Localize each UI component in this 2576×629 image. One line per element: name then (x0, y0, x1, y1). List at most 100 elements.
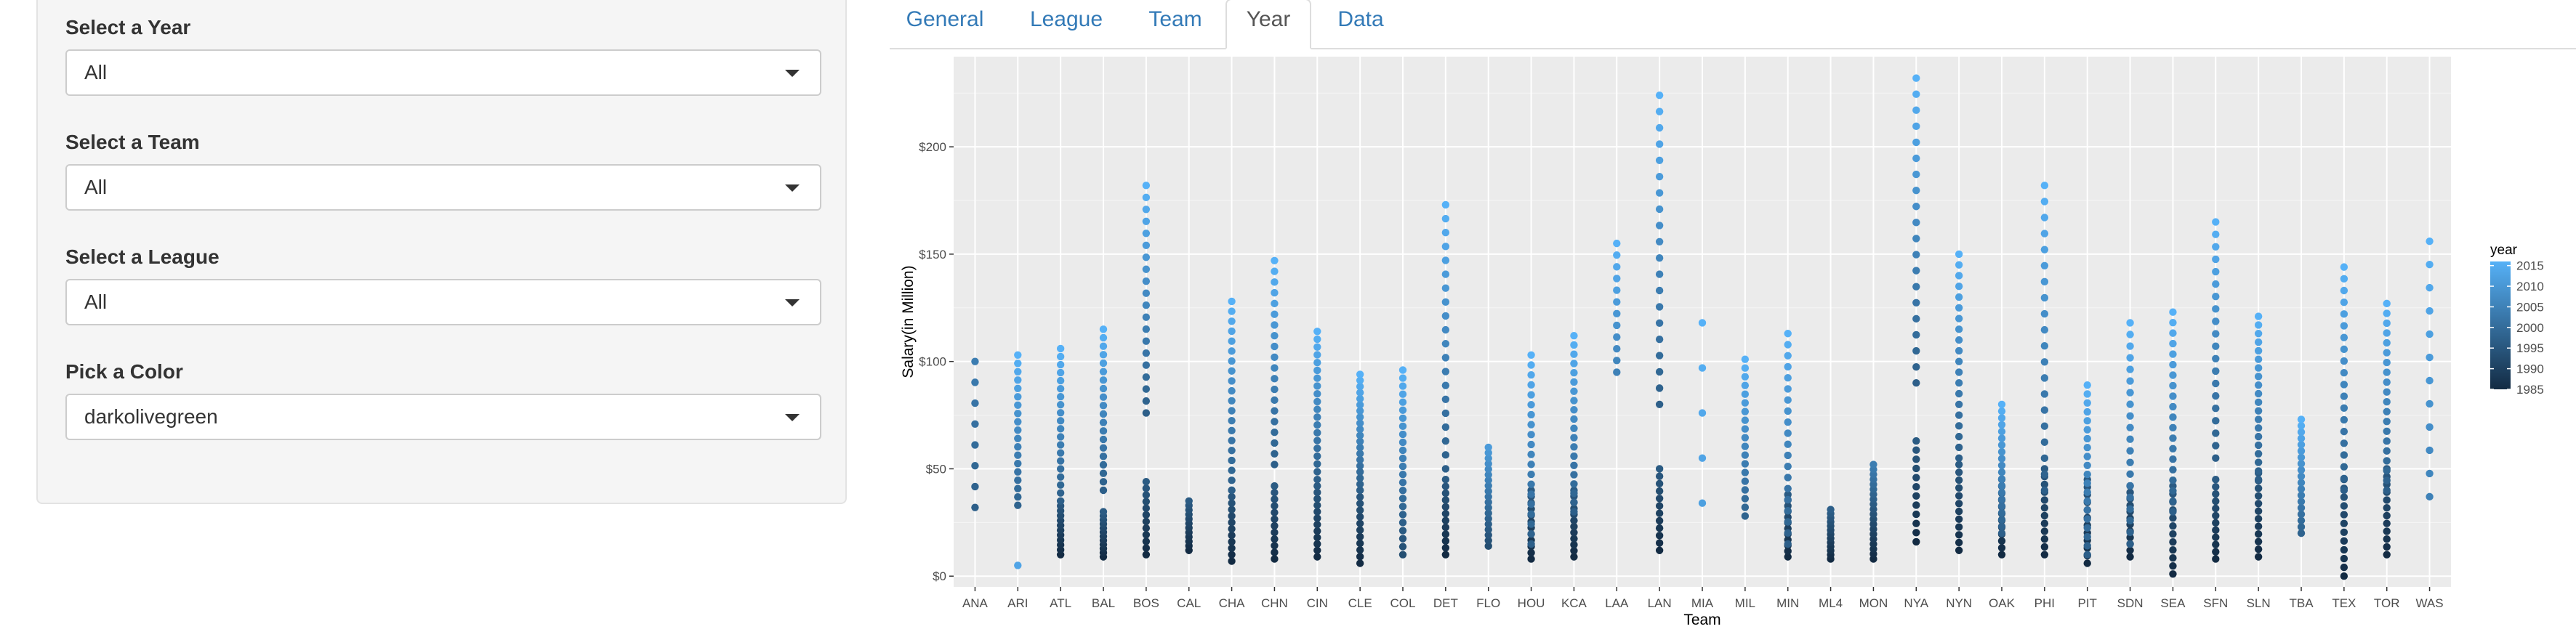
data-point (2040, 422, 2049, 430)
color-select-label: Pick a Color (65, 360, 183, 383)
data-point (2083, 470, 2091, 479)
data-point (2169, 381, 2177, 390)
data-point (1099, 368, 1108, 376)
data-point (1356, 370, 1364, 378)
data-point (1271, 310, 1279, 318)
data-point (2212, 476, 2220, 484)
data-point (1912, 314, 1920, 323)
color-select[interactable]: darkolivegreen (65, 394, 821, 440)
data-point (1955, 515, 1963, 523)
team-select[interactable]: All (65, 164, 821, 211)
data-point (1441, 489, 1450, 498)
x-tick-label: MIL (1735, 596, 1755, 610)
data-point (1655, 516, 1664, 525)
data-point (1613, 321, 1621, 330)
tab-year[interactable]: Year (1225, 0, 1311, 49)
data-point (1099, 410, 1108, 418)
data-point (1655, 524, 1664, 532)
tab-general[interactable]: General (906, 7, 984, 31)
data-point (1441, 214, 1450, 223)
data-point (1142, 193, 1151, 202)
data-point (2126, 482, 2134, 490)
data-point (1527, 470, 1535, 479)
data-point (2040, 535, 2049, 543)
tab-team[interactable]: Team (1148, 7, 1202, 31)
data-point (1099, 435, 1108, 444)
data-point (2297, 460, 2306, 468)
data-point (1014, 501, 1022, 509)
data-point (2169, 445, 2177, 453)
data-point (2040, 198, 2049, 206)
data-point (2126, 470, 2134, 478)
data-point (1570, 522, 1578, 531)
data-point (1784, 330, 1792, 338)
data-point (1655, 156, 1664, 164)
data-point (1441, 437, 1450, 445)
data-point (1784, 440, 1792, 448)
data-point (1955, 546, 1963, 554)
data-point (1441, 482, 1450, 490)
tab-data[interactable]: Data (1337, 7, 1384, 31)
year-select[interactable]: All (65, 49, 821, 96)
data-point (1142, 397, 1151, 405)
data-point (1527, 391, 1535, 399)
data-point (1655, 509, 1664, 517)
data-point (1228, 337, 1236, 345)
data-point (1527, 530, 1535, 538)
data-point (1142, 361, 1151, 369)
legend-label: 1985 (2516, 383, 2544, 397)
league-select[interactable]: All (65, 279, 821, 325)
data-point (1313, 495, 1321, 503)
data-point (1784, 518, 1792, 526)
data-point (1228, 377, 1236, 385)
data-point (2383, 486, 2391, 495)
data-point (1741, 512, 1750, 520)
data-point (1356, 450, 1364, 458)
data-point (2297, 529, 2306, 537)
data-point (1527, 510, 1535, 519)
data-point (1484, 460, 1492, 468)
data-point (1271, 429, 1279, 437)
data-point (2212, 230, 2220, 238)
data-point (2212, 218, 2220, 226)
data-point (1014, 443, 1022, 451)
data-point (1997, 516, 2006, 524)
data-point (1441, 284, 1450, 292)
salary-scatter-chart: $0 $50 $100 $150 $200 ANA ARI ATL BAL BOS CAL CHA CH… (900, 57, 2544, 628)
year-select-value: All (84, 61, 108, 84)
data-point (2169, 402, 2177, 411)
data-point (1655, 465, 1664, 473)
data-point (2340, 474, 2348, 483)
data-point (1271, 482, 1279, 490)
data-point (1056, 481, 1065, 489)
data-point (1441, 200, 1450, 209)
data-point (2169, 466, 2177, 474)
data-point (2254, 398, 2263, 407)
data-point (2340, 572, 2348, 580)
data-point (1955, 389, 1963, 398)
data-point (2383, 418, 2391, 426)
data-point (1271, 439, 1279, 447)
data-point (1228, 437, 1236, 445)
data-point (1142, 253, 1151, 261)
data-point (1398, 374, 1407, 382)
data-point (1784, 474, 1792, 482)
data-point (1441, 551, 1450, 559)
data-point (2297, 434, 2306, 442)
data-point (1570, 369, 1578, 377)
data-point (1613, 298, 1621, 306)
data-point (1228, 327, 1236, 336)
data-point (1955, 523, 1963, 531)
tab-league[interactable]: League (1029, 7, 1103, 31)
data-point (2297, 441, 2306, 449)
data-point (2297, 479, 2306, 487)
data-point (1527, 450, 1535, 458)
data-point (2212, 540, 2220, 548)
data-point (2212, 280, 2220, 288)
data-point (1014, 360, 1022, 368)
data-point (2126, 389, 2134, 397)
data-point (2254, 364, 2263, 372)
data-point (1271, 353, 1279, 361)
data-point (1655, 270, 1664, 278)
data-point (2212, 330, 2220, 338)
